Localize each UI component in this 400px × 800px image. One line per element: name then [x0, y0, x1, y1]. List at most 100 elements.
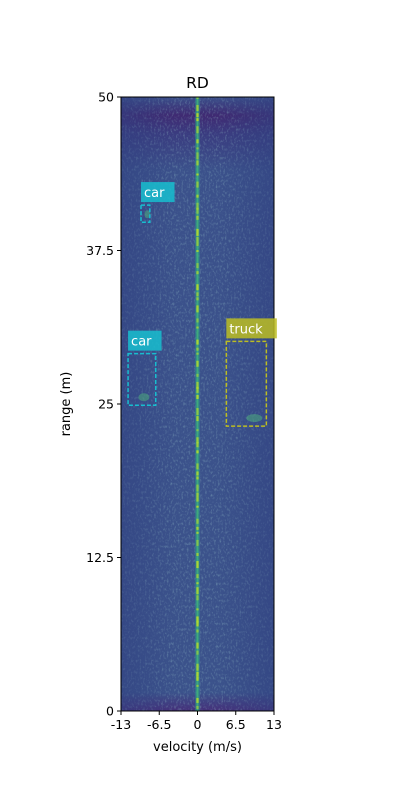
y-axis-label: range (m) [59, 372, 74, 437]
detection-label-background [141, 182, 175, 203]
detection-label: truck [229, 322, 263, 337]
zero-doppler-peak [196, 394, 199, 399]
zero-doppler-peak [196, 318, 199, 323]
detection-box [225, 340, 268, 427]
detection-truck-2: truck [225, 318, 277, 427]
zero-doppler-peak [196, 429, 199, 432]
zero-doppler-peak [196, 531, 199, 534]
target-blob [144, 210, 151, 219]
detection-box [140, 204, 151, 224]
zero-doppler-peak [196, 671, 199, 677]
zero-doppler-peak [196, 574, 199, 579]
detection-label-background [226, 318, 277, 339]
zero-doppler-peak [196, 284, 199, 291]
zero-doppler-peak [196, 147, 199, 150]
zero-doppler-peak [196, 152, 199, 160]
zero-doppler-peak [196, 471, 199, 476]
zero-doppler-peak [196, 650, 199, 655]
detection-label: car [131, 335, 152, 350]
zero-doppler-peak [196, 207, 199, 214]
x-tick-label: 0 [194, 717, 202, 732]
y-tick-label: 12.5 [86, 550, 114, 565]
zero-doppler-peak [196, 326, 199, 329]
y-tick-label: 0 [106, 704, 114, 719]
zero-doppler-peak [196, 297, 199, 301]
zero-doppler-peak [196, 463, 199, 470]
detection-car-0: car [140, 182, 175, 224]
zero-doppler-peak [196, 113, 199, 118]
x-tick-label: 6.5 [226, 717, 246, 732]
zero-doppler-peak [196, 442, 199, 448]
zero-doppler-streak [195, 97, 200, 711]
x-tick-label: 13 [266, 717, 282, 732]
zero-doppler-peak [196, 292, 199, 297]
zero-doppler-peak [196, 561, 199, 569]
zero-doppler-peak [196, 241, 199, 246]
zero-doppler-peak [196, 97, 199, 99]
zero-doppler-peak [196, 437, 199, 444]
zero-doppler-peak [196, 360, 199, 367]
zero-doppler-peak [196, 595, 199, 601]
x-axis-ticks: -13 -6.5 0 6.5 13 [111, 711, 282, 732]
zero-doppler-peak [196, 105, 199, 112]
zero-doppler-peak [196, 476, 199, 480]
zero-doppler-peak [196, 139, 199, 144]
zero-doppler-peak [196, 215, 199, 220]
zero-doppler-peak [196, 526, 199, 530]
zero-doppler-peak [196, 416, 199, 422]
y-tick-label: 50 [98, 90, 114, 105]
zero-doppler-peak [196, 271, 199, 275]
zero-doppler-peak [196, 181, 199, 188]
zero-doppler-peak [196, 621, 199, 627]
zero-doppler-peak [196, 263, 199, 269]
zero-doppler-peak [196, 663, 199, 671]
zero-doppler-peak [196, 373, 199, 377]
zero-doppler-peak [196, 629, 199, 633]
zero-doppler-peak [196, 497, 199, 502]
zero-doppler-peak [196, 492, 199, 498]
zero-doppler-peak [196, 676, 199, 681]
detection-label-background [128, 330, 162, 351]
zero-doppler-peak [196, 608, 199, 611]
zero-doppler-peak [196, 305, 199, 313]
zero-doppler-peak [196, 642, 199, 649]
zero-doppler-peak [196, 706, 199, 710]
zero-doppler-peak [196, 202, 199, 210]
zero-doppler-peak [196, 173, 199, 176]
detection-label: car [144, 186, 165, 201]
zero-doppler-peak [196, 118, 199, 122]
y-tick-label: 37.5 [86, 243, 114, 258]
zero-doppler-peak [196, 684, 199, 687]
zero-doppler-peak [196, 450, 199, 454]
zero-doppler-peak [196, 539, 199, 546]
zero-doppler-peak [196, 347, 199, 351]
zero-doppler-peak [196, 587, 199, 595]
zero-doppler-peak [196, 484, 199, 492]
zero-doppler-line [196, 97, 199, 711]
target-blob [246, 414, 263, 423]
x-tick-label: -13 [111, 717, 131, 732]
y-axis-ticks: 0 12.5 25 37.5 50 [86, 90, 121, 719]
zero-doppler-peak [196, 582, 199, 585]
x-tick-label: -6.5 [147, 717, 171, 732]
chart-title: RD [186, 74, 209, 92]
zero-doppler-peak [196, 408, 199, 416]
zero-doppler-peak [196, 386, 199, 393]
detection-boxes: car car truck [127, 182, 277, 427]
x-axis-label: velocity (m/s) [153, 740, 242, 755]
zero-doppler-peak [196, 228, 199, 236]
zero-doppler-peak [196, 126, 199, 134]
detection-box [127, 352, 157, 406]
zero-doppler-peak [196, 381, 199, 389]
zero-doppler-peak [196, 505, 199, 508]
zero-doppler-peak [196, 339, 199, 345]
zero-doppler-peak [196, 352, 199, 355]
zero-doppler-peak [196, 236, 199, 242]
detection-car-1: car [127, 330, 162, 406]
zero-doppler-peak [196, 250, 199, 253]
zero-doppler-peak [196, 616, 199, 623]
zero-doppler-peak [196, 552, 199, 556]
y-tick-label: 25 [98, 397, 114, 412]
zero-doppler-peak [196, 160, 199, 166]
